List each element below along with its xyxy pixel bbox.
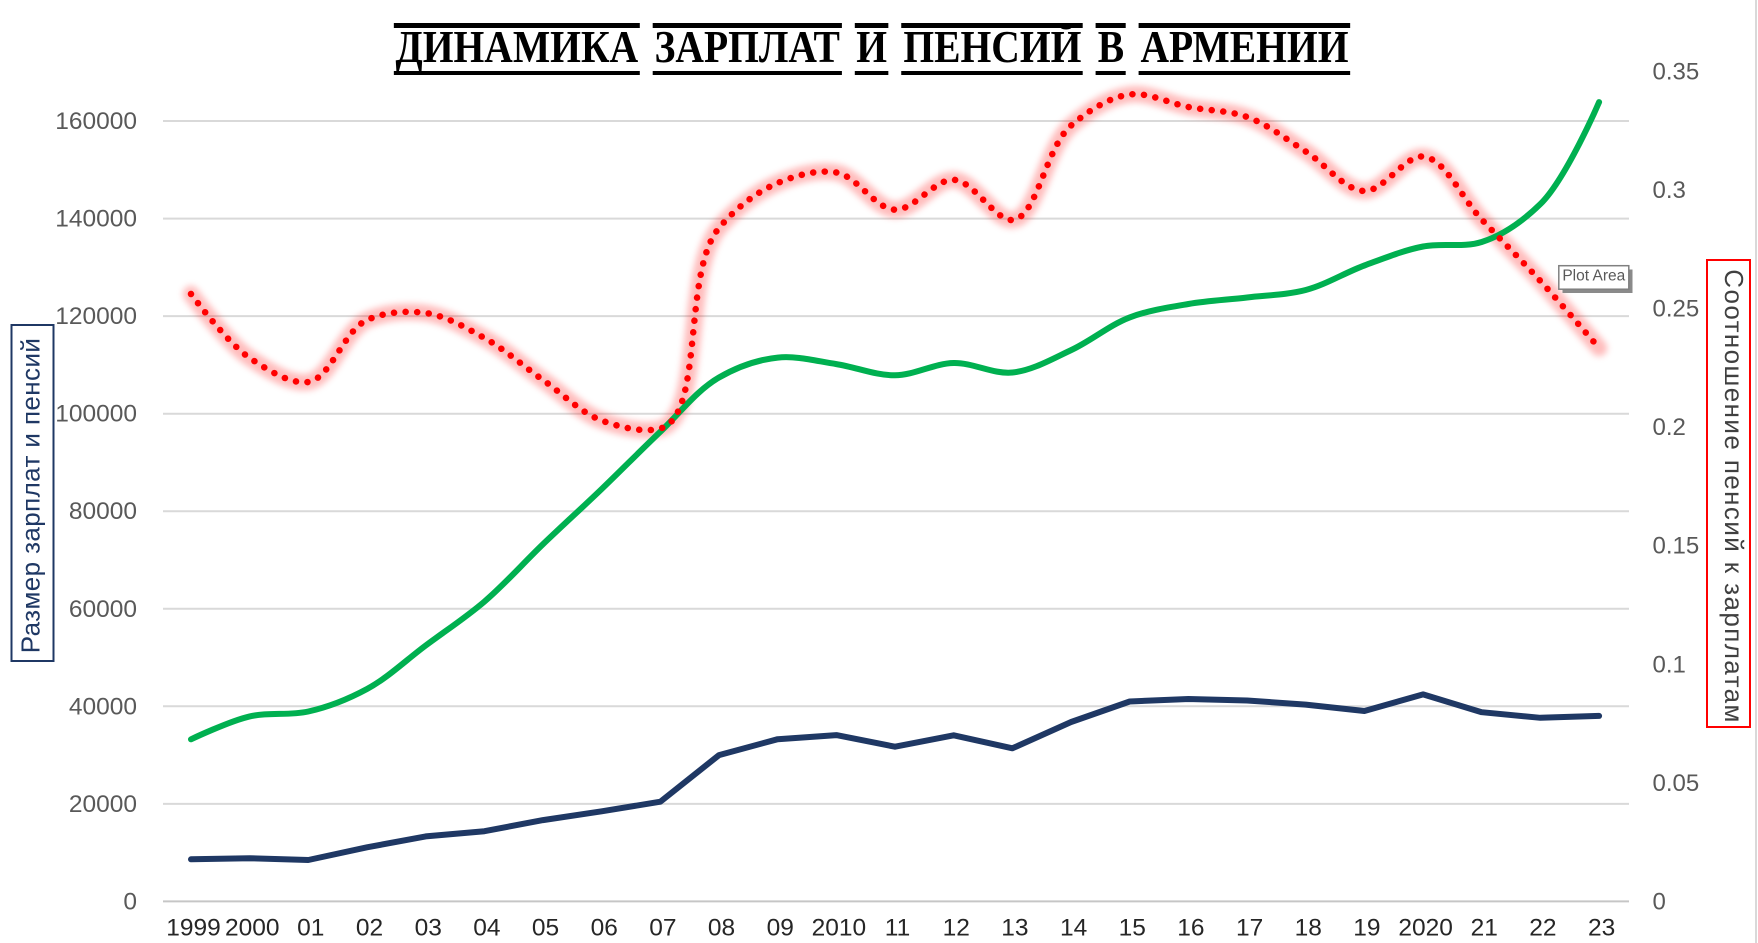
svg-text:0: 0 — [1653, 888, 1666, 915]
svg-text:04: 04 — [473, 915, 500, 942]
svg-text:40000: 40000 — [69, 693, 137, 720]
svg-text:13: 13 — [1001, 915, 1028, 942]
svg-text:80000: 80000 — [69, 498, 137, 525]
svg-text:120000: 120000 — [55, 303, 137, 330]
svg-text:0.1: 0.1 — [1653, 651, 1686, 678]
svg-text:1999: 1999 — [166, 915, 221, 942]
svg-text:14: 14 — [1060, 915, 1087, 942]
svg-text:160000: 160000 — [55, 108, 137, 135]
svg-text:08: 08 — [708, 915, 735, 942]
svg-text:20000: 20000 — [69, 791, 137, 818]
svg-text:06: 06 — [591, 915, 618, 942]
svg-text:22: 22 — [1529, 915, 1556, 942]
svg-text:60000: 60000 — [69, 596, 137, 623]
svg-text:0.35: 0.35 — [1653, 59, 1700, 86]
svg-text:17: 17 — [1236, 915, 1263, 942]
svg-text:02: 02 — [356, 915, 383, 942]
svg-text:19: 19 — [1353, 915, 1380, 942]
svg-text:03: 03 — [415, 915, 442, 942]
svg-text:0.25: 0.25 — [1653, 296, 1700, 323]
svg-text:16: 16 — [1177, 915, 1204, 942]
svg-text:0.05: 0.05 — [1653, 770, 1700, 797]
svg-text:Plot Area: Plot Area — [1562, 268, 1625, 285]
svg-text:0.2: 0.2 — [1653, 414, 1686, 441]
svg-text:01: 01 — [297, 915, 324, 942]
svg-text:140000: 140000 — [55, 206, 137, 233]
svg-text:23: 23 — [1588, 915, 1615, 942]
svg-text:21: 21 — [1471, 915, 1498, 942]
svg-text:07: 07 — [649, 915, 676, 942]
svg-text:18: 18 — [1295, 915, 1322, 942]
svg-text:2010: 2010 — [812, 915, 867, 942]
svg-text:0.3: 0.3 — [1653, 177, 1686, 204]
svg-text:0.15: 0.15 — [1653, 533, 1700, 560]
svg-text:09: 09 — [767, 915, 794, 942]
svg-text:100000: 100000 — [55, 401, 137, 428]
svg-text:Соотношение пенсий к зарплатам: Соотношение пенсий к зарплатам — [1719, 269, 1749, 723]
svg-text:Размер зарплат и пенсий: Размер зарплат и пенсий — [16, 338, 46, 654]
svg-text:0: 0 — [123, 888, 137, 915]
svg-text:15: 15 — [1119, 915, 1146, 942]
svg-text:05: 05 — [532, 915, 559, 942]
svg-text:2020: 2020 — [1398, 915, 1453, 942]
svg-text:2000: 2000 — [225, 915, 280, 942]
svg-text:11: 11 — [885, 915, 910, 942]
svg-text:12: 12 — [943, 915, 970, 942]
